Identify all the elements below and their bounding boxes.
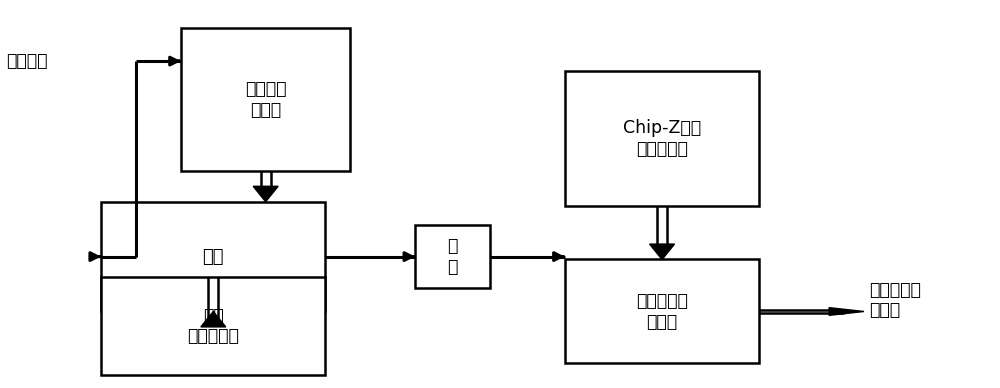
Polygon shape (201, 312, 226, 327)
Text: 拷贝相关
同步器: 拷贝相关 同步器 (245, 80, 286, 119)
Bar (565, 71, 759, 206)
Bar (181, 28, 350, 171)
Text: 多普勒系数
的估值: 多普勒系数 的估值 (869, 281, 921, 319)
Text: 本地
伪随机序列: 本地 伪随机序列 (187, 307, 239, 345)
Text: Chip-Z变换
频率估计器: Chip-Z变换 频率估计器 (623, 119, 701, 158)
Bar (101, 202, 325, 312)
Text: 解扩: 解扩 (203, 248, 224, 266)
Bar (101, 277, 325, 375)
Polygon shape (650, 244, 675, 260)
Polygon shape (253, 186, 278, 202)
Text: 滤
波: 滤 波 (447, 237, 458, 276)
Text: 多普勒系数
估计器: 多普勒系数 估计器 (636, 292, 688, 331)
Bar (415, 225, 490, 288)
Text: 接收信号: 接收信号 (6, 52, 48, 70)
Polygon shape (829, 308, 864, 315)
Bar (565, 260, 759, 364)
